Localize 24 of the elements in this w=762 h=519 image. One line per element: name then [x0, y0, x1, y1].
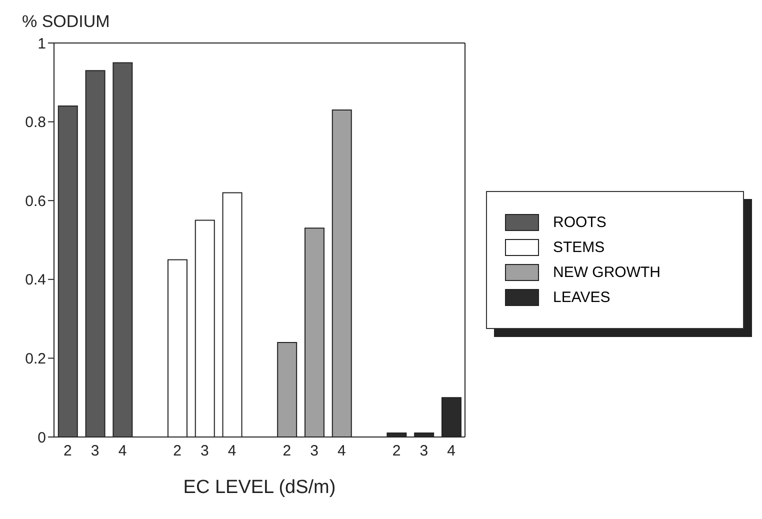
y-tick-label: 0.6 [25, 192, 46, 210]
x-tick-label: 4 [447, 442, 456, 460]
y-tick-label: 0.4 [25, 272, 46, 289]
x-tick-label: 3 [310, 442, 318, 460]
y-tick-label: 0 [38, 429, 46, 446]
y-tick-label: 1 [38, 35, 46, 52]
x-tick-label: 3 [90, 442, 100, 460]
x-tick-label: 2 [64, 442, 72, 460]
x-axis-title: EC LEVEL (dS/m) [183, 477, 336, 498]
y-tick-label: 0.2 [25, 350, 46, 368]
legend-label: LEAVES [553, 288, 610, 306]
x-tick-label: 2 [173, 442, 182, 460]
legend-label: NEW GROWTH [553, 264, 660, 280]
legend-label: ROOTS [553, 214, 606, 230]
y-axis-title: % SODIUM [22, 12, 110, 32]
x-tick-label: 2 [282, 442, 292, 460]
y-tick-label: 0.8 [25, 114, 46, 132]
x-tick-label: 3 [200, 442, 209, 460]
x-tick-label: 3 [420, 442, 428, 460]
x-tick-label: 4 [228, 442, 236, 460]
x-tick-label: 4 [338, 442, 346, 460]
x-tick-label: 2 [392, 442, 401, 460]
x-tick-label: 4 [118, 442, 127, 460]
legend-label: STEMS [553, 238, 605, 256]
